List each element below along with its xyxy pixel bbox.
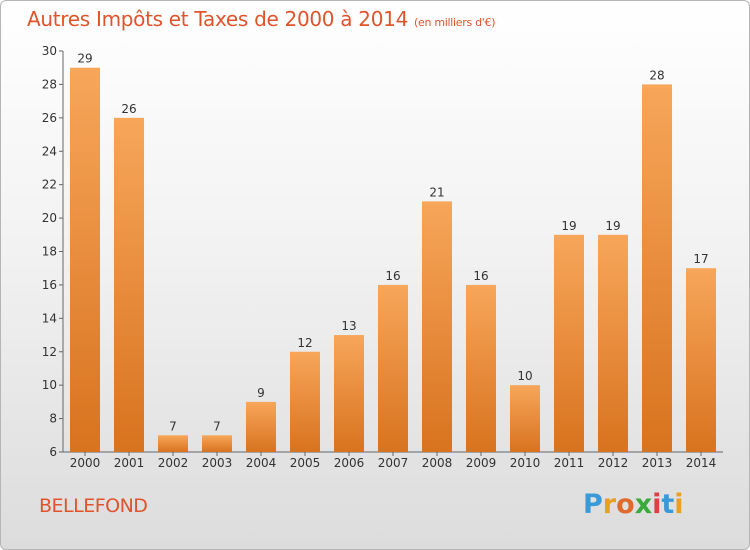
logo-letter: t: [661, 489, 675, 520]
x-tick-label: 2001: [114, 456, 145, 470]
bar-value-label: 29: [77, 52, 92, 66]
y-tick-label: 6: [49, 445, 57, 459]
bar: [246, 401, 276, 452]
bar-value-label: 19: [605, 219, 620, 233]
y-tick-label: 12: [42, 345, 57, 359]
x-tick-label: 2002: [158, 456, 189, 470]
x-tick-label: 2014: [686, 456, 717, 470]
x-tick-label: 2005: [290, 456, 321, 470]
bar-value-label: 19: [561, 219, 576, 233]
logo-letter: x: [634, 489, 653, 520]
bar-value-label: 28: [649, 68, 664, 82]
logo-letter: i: [674, 489, 684, 520]
y-tick-label: 24: [42, 144, 57, 158]
x-tick-label: 2013: [642, 456, 673, 470]
bar-value-label: 13: [341, 319, 356, 333]
logo-letter: r: [602, 489, 617, 520]
y-tick-label: 18: [42, 245, 57, 259]
bar: [466, 284, 496, 452]
bar-value-label: 16: [385, 269, 400, 283]
x-tick-label: 2009: [466, 456, 497, 470]
x-tick-label: 2011: [554, 456, 585, 470]
bar: [114, 117, 144, 452]
x-tick-label: 2004: [246, 456, 277, 470]
logo-letter: i: [652, 489, 662, 520]
logo-letter: o: [616, 489, 635, 520]
y-tick-label: 14: [42, 311, 57, 325]
town-name: BELLEFOND: [39, 495, 148, 517]
y-tick-label: 28: [42, 77, 57, 91]
x-tick-label: 2007: [378, 456, 409, 470]
bar-value-label: 21: [429, 185, 444, 199]
bar: [422, 201, 452, 452]
x-tick-label: 2012: [598, 456, 629, 470]
y-tick-label: 26: [42, 111, 57, 125]
bar-value-label: 7: [213, 419, 221, 433]
bar: [334, 335, 364, 452]
bar: [686, 268, 716, 452]
bar: [510, 385, 540, 452]
y-tick-label: 10: [42, 378, 57, 392]
chart-title-text: Autres Impôts et Taxes de 2000 à 2014: [27, 7, 408, 31]
bar: [202, 435, 232, 452]
chart-subtitle: (en milliers d'€): [414, 16, 496, 29]
bar: [70, 67, 100, 452]
bar-value-label: 17: [693, 252, 708, 266]
x-tick-label: 2003: [202, 456, 233, 470]
bar-value-label: 7: [169, 419, 177, 433]
bar-value-label: 26: [121, 102, 136, 116]
logo-letter: P: [583, 489, 603, 520]
y-tick-label: 20: [42, 211, 57, 225]
y-tick-label: 30: [42, 44, 57, 58]
bar: [290, 351, 320, 452]
bar: [642, 84, 672, 453]
bar: [158, 435, 188, 452]
bar-value-label: 12: [297, 336, 312, 350]
chart-title: Autres Impôts et Taxes de 2000 à 2014 (en…: [27, 7, 495, 31]
y-tick-label: 22: [42, 178, 57, 192]
proxiti-logo: Proxiti: [583, 489, 684, 520]
bar-value-label: 10: [517, 369, 532, 383]
bar: [378, 284, 408, 452]
x-tick-label: 2008: [422, 456, 453, 470]
y-tick-label: 16: [42, 278, 57, 292]
bar-value-label: 9: [257, 386, 265, 400]
x-tick-label: 2006: [334, 456, 365, 470]
y-tick-label: 8: [49, 412, 57, 426]
bar-value-label: 16: [473, 269, 488, 283]
bar: [598, 234, 628, 452]
x-tick-label: 2010: [510, 456, 541, 470]
bar: [554, 234, 584, 452]
x-tick-label: 2000: [70, 456, 101, 470]
